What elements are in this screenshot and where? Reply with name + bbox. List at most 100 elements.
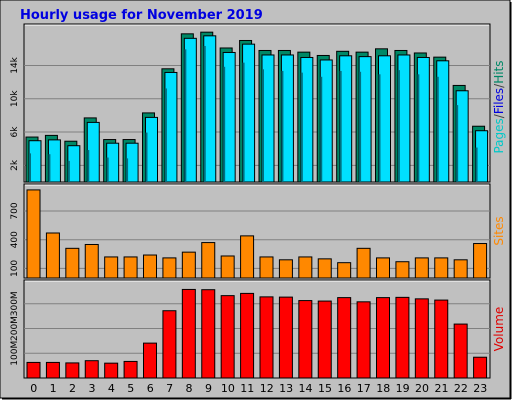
volume-bar bbox=[162, 310, 177, 379]
chart-panels: 2k6k10k14kPages/Files/Hits100400700Sites… bbox=[10, 23, 506, 379]
sites-bar bbox=[45, 232, 60, 279]
y-tick-label: 10k bbox=[10, 90, 20, 107]
sites-bar bbox=[278, 259, 293, 279]
x-tick-label: 1 bbox=[50, 382, 57, 395]
x-tick-label: 2 bbox=[69, 382, 76, 395]
sites-bar bbox=[395, 261, 410, 279]
x-tick-label: 11 bbox=[240, 382, 254, 395]
x-tick-label: 4 bbox=[108, 382, 115, 395]
pages-bar bbox=[456, 105, 459, 182]
y-tick-label: 14k bbox=[10, 56, 20, 73]
volume-bar bbox=[201, 289, 216, 379]
sites-bar bbox=[123, 256, 138, 279]
sites-bar bbox=[298, 256, 313, 279]
volume-bar bbox=[220, 295, 235, 379]
y-tick-label: 6k bbox=[10, 126, 20, 138]
volume-bar bbox=[434, 299, 449, 379]
volume-bar bbox=[414, 298, 429, 379]
sites-bar bbox=[473, 243, 488, 279]
x-tick-label: 15 bbox=[318, 382, 332, 395]
x-tick-label: 3 bbox=[88, 382, 95, 395]
pages-bar bbox=[106, 157, 109, 182]
sites-bar bbox=[453, 259, 468, 279]
volume-bar bbox=[123, 360, 138, 379]
panel-sites: 100 400 700 Sites bbox=[10, 183, 506, 279]
volume-bar bbox=[278, 296, 293, 379]
pages-bar bbox=[29, 153, 31, 182]
volume-bar bbox=[259, 296, 274, 379]
x-tick-label: 9 bbox=[205, 382, 212, 395]
sites-bar bbox=[376, 257, 390, 279]
sites-bar bbox=[240, 235, 255, 279]
x-tick-label: 12 bbox=[260, 382, 274, 395]
volume-bar bbox=[84, 360, 99, 379]
pages-bar bbox=[48, 154, 51, 182]
x-tick-label: 0 bbox=[30, 382, 37, 395]
x-tick-label: 21 bbox=[434, 382, 448, 395]
y-tick-label: 200M bbox=[10, 316, 20, 341]
pages-bar bbox=[242, 62, 245, 182]
volume-bar bbox=[240, 292, 255, 379]
sites-bar bbox=[104, 256, 119, 279]
x-tick-label: 23 bbox=[473, 382, 487, 395]
x-tick-label: 19 bbox=[396, 382, 410, 395]
pages-bar bbox=[126, 158, 129, 182]
pages-bar bbox=[436, 76, 439, 182]
label-part: Pages bbox=[492, 118, 506, 153]
volume-bar bbox=[395, 296, 410, 379]
sites-bar bbox=[201, 242, 216, 279]
volume-bar bbox=[356, 301, 371, 379]
label-part: / bbox=[492, 83, 506, 88]
pages-bar bbox=[184, 49, 187, 183]
y-tick-label: 100M bbox=[10, 341, 20, 366]
volume-label: Volume bbox=[492, 307, 506, 352]
pages-bar bbox=[145, 132, 148, 182]
sites-bar bbox=[181, 251, 196, 279]
x-tick-label: 13 bbox=[279, 382, 293, 395]
pages-bar bbox=[475, 147, 478, 182]
pages-files-hits-label: Pages/Files/Hits bbox=[492, 60, 506, 153]
volume-bar bbox=[473, 356, 488, 379]
x-tick-label: 17 bbox=[357, 382, 371, 395]
volume-bar bbox=[181, 288, 196, 379]
x-tick-label: 18 bbox=[376, 382, 390, 395]
sites-bar bbox=[26, 189, 41, 279]
x-tick-label: 16 bbox=[337, 382, 351, 395]
pages-bar bbox=[339, 70, 342, 182]
chart-title: Hourly usage for November 2019 bbox=[20, 8, 263, 23]
sites-bar bbox=[143, 254, 157, 279]
sites-bar bbox=[434, 257, 449, 279]
pages-bar bbox=[359, 71, 362, 182]
pages-bar bbox=[397, 70, 400, 182]
volume-bar bbox=[453, 323, 468, 379]
y-tick-label: 2k bbox=[10, 159, 20, 171]
volume-bar bbox=[337, 297, 352, 379]
sites-bar bbox=[337, 262, 352, 279]
y-tick-label: 300M bbox=[10, 291, 20, 316]
sites-label: Sites bbox=[492, 216, 506, 245]
label-part: / bbox=[492, 113, 506, 118]
sites-bar bbox=[356, 247, 371, 279]
y-tick-label: 100 bbox=[10, 260, 20, 277]
pages-bar bbox=[203, 45, 206, 183]
x-tick-label: 8 bbox=[186, 382, 193, 395]
label-part: Hits bbox=[492, 60, 506, 83]
x-tick-label: 10 bbox=[221, 382, 235, 395]
volume-bar bbox=[143, 342, 157, 379]
x-tick-label: 6 bbox=[147, 382, 154, 395]
pages-bar bbox=[87, 150, 90, 182]
label-part: Files bbox=[492, 88, 506, 114]
x-tick-label: 7 bbox=[166, 382, 173, 395]
pages-bar bbox=[223, 66, 226, 182]
pages-bar bbox=[417, 74, 420, 182]
panel-frame bbox=[23, 23, 491, 183]
volume-bar bbox=[65, 362, 80, 379]
pages-bar bbox=[164, 88, 167, 182]
volume-bar bbox=[376, 297, 390, 379]
sites-bar bbox=[220, 255, 235, 279]
pages-bar bbox=[320, 76, 323, 182]
